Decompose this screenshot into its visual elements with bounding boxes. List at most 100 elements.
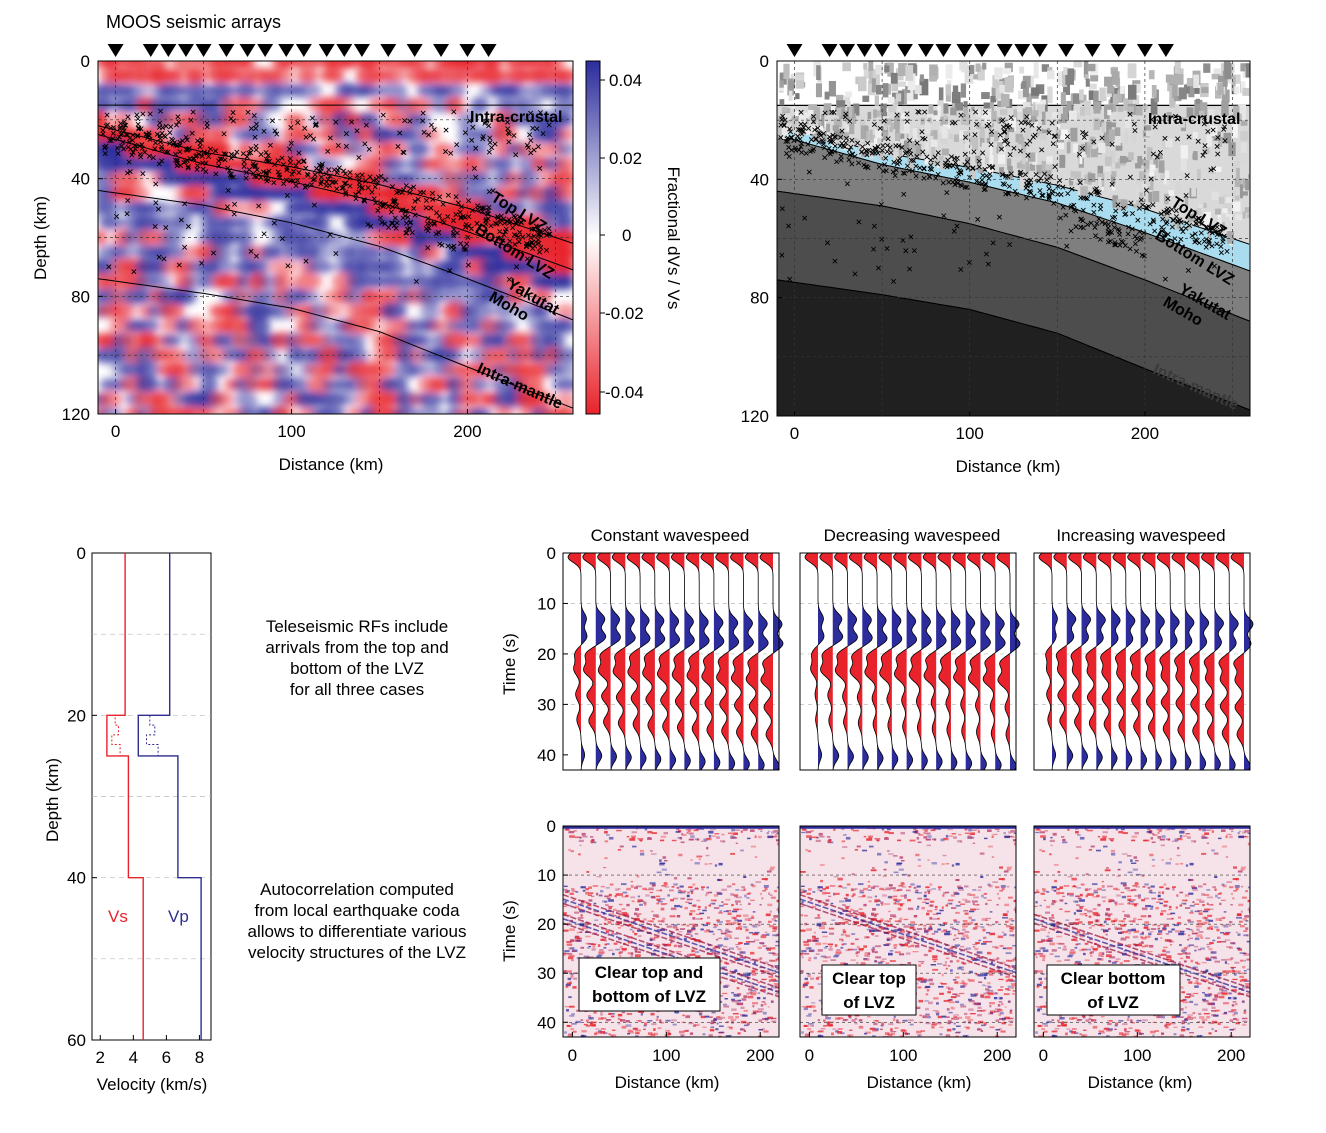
crust-texture-patch [1196,168,1201,180]
ac-speckle [928,929,933,931]
ac-speckle [817,949,823,952]
ac-speckle [872,867,875,869]
ac-speckle [987,982,991,985]
ac-speckle [748,919,752,922]
ac-speckle [1003,832,1006,835]
hypocenter [907,138,913,144]
ac-speckle [725,920,731,922]
crust-texture-patch [979,133,985,147]
hypocenter [265,153,271,159]
ac-speckle [917,865,922,867]
rf-negative-lobe [610,553,621,770]
ac-speckle [945,834,949,838]
ac-speckle [926,988,930,992]
ac-speckle [894,1027,899,1029]
ac-speckle [750,899,755,901]
hypocenter [808,137,814,143]
hypocenter [983,181,989,187]
hypocenter [982,182,988,188]
hypocenter [1194,238,1200,244]
ac-speckle [734,895,738,898]
ac-speckle [728,1034,732,1037]
hypocenter [471,165,477,171]
ac-speckle [955,994,961,997]
y-tick-label: 0 [81,52,90,71]
crust-texture-patch [1105,140,1112,147]
hypocenter [203,169,209,175]
rf-positive-lobe [671,553,685,770]
ac-speckle [650,853,657,855]
label-intra-crustal-b: Intra-crustal [1148,111,1240,128]
hypocenter [818,133,824,139]
crust-texture-patch [1231,75,1236,93]
ac-speckle [762,1027,765,1031]
crust-texture-patch [1008,117,1016,132]
hypocenter [1127,111,1133,117]
ac-speckle [689,1032,694,1035]
ac-speckle [689,909,696,913]
ac-speckle [621,1011,626,1014]
ac-speckle [866,838,873,841]
ac-speckle [733,832,738,835]
ac-speckle [884,903,890,905]
hypocenter [1150,217,1156,223]
ac-speckle [634,1029,641,1032]
crust-texture-patch [1123,98,1132,111]
hypocenter [920,149,926,155]
ac-speckle [604,943,608,946]
ac-speckle [752,911,756,913]
hypocenter [1011,145,1017,151]
hypocenter [1160,216,1166,222]
ac-speckle [617,1013,623,1017]
hypocenter [169,136,175,142]
hypocenter [826,145,832,151]
hypocenter [199,137,205,143]
crust-texture-patch [1242,177,1247,189]
hypocenter [1091,209,1097,215]
ac-speckle [776,886,779,889]
hypocenter [286,146,293,152]
crust-texture-patch [1117,119,1124,133]
crust-texture-patch [917,127,921,138]
cb-tick-label: 0.04 [609,71,642,90]
ac-speckle [761,897,764,900]
ac-speckle [923,953,928,957]
ac-speckle [925,902,929,905]
ac-speckle [983,973,988,977]
hypocenter [252,163,258,169]
crust-texture-patch [1060,113,1067,123]
hypocenter [107,137,113,143]
ac-speckle [617,915,621,918]
crust-texture-patch [1150,98,1158,115]
hypocenter [1005,190,1011,196]
hypocenter [878,201,884,208]
anomaly-cell [270,68,295,84]
ac-speckle [931,1022,937,1026]
ac-speckle [711,835,716,837]
hypocenter [510,225,516,231]
ac-speckle [746,897,750,899]
ac-speckle [586,870,590,873]
hypocenter [976,158,982,164]
crust-texture-patch [868,67,874,84]
crust-texture-patch [1111,171,1117,177]
rf-negative-lobe [595,553,606,770]
ac-speckle [735,946,739,948]
ac-speckle [820,955,826,958]
rf-positive-lobe [834,553,848,770]
ac-speckle [679,892,686,894]
ac-speckle [958,888,964,891]
anomaly-cell [440,258,470,275]
hypocenter [985,261,991,267]
ac-speckle [957,967,962,970]
ac-speckle [706,886,710,889]
anomaly-cell [198,125,220,144]
crust-texture-patch [1010,161,1016,169]
hypocenter [1099,135,1105,141]
hypocenter [439,242,445,248]
ac-speckle [652,950,657,952]
ac-speckle [592,945,596,948]
ac-speckle [763,1030,769,1033]
ac-speckle [845,913,852,916]
crust-texture-patch [1036,104,1046,115]
